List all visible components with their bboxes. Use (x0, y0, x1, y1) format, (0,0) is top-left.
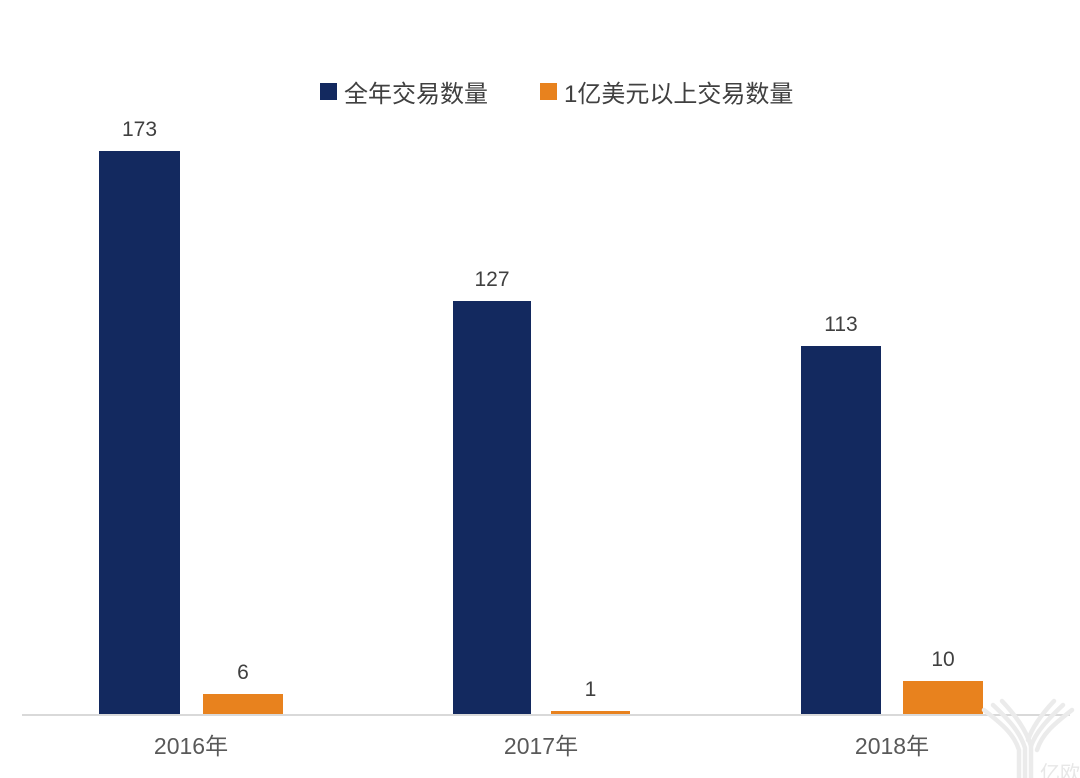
bar-2018-large (903, 681, 983, 714)
bar-2017-total (453, 301, 531, 714)
bar-2017-large (551, 711, 630, 714)
bar-2016-large (203, 694, 283, 714)
x-axis-line (22, 714, 1070, 716)
bar-2016-total (99, 151, 180, 714)
legend: 全年交易数量 1亿美元以上交易数量 (320, 74, 793, 109)
legend-item-large-deals: 1亿美元以上交易数量 (540, 74, 793, 109)
x-axis-label-2018: 2018年 (854, 733, 930, 759)
x-axis-label-2017: 2017年 (503, 733, 579, 759)
x-axis-label-2016: 2016年 (153, 733, 229, 759)
legend-swatch-total-deals (320, 83, 337, 100)
value-label-2016-total: 173 (121, 118, 158, 141)
value-label-2018-large: 10 (931, 648, 955, 671)
legend-item-total-deals: 全年交易数量 (320, 74, 488, 109)
legend-label-total-deals: 全年交易数量 (344, 81, 488, 108)
value-label-2016-large: 6 (237, 661, 249, 684)
bar-2018-total (801, 346, 881, 714)
value-label-2018-total: 113 (824, 313, 858, 336)
value-label-2017-large: 1 (584, 678, 597, 701)
value-label-2017-total: 127 (474, 268, 510, 291)
legend-label-large-deals: 1亿美元以上交易数量 (564, 81, 794, 108)
legend-swatch-large-deals (540, 83, 557, 100)
